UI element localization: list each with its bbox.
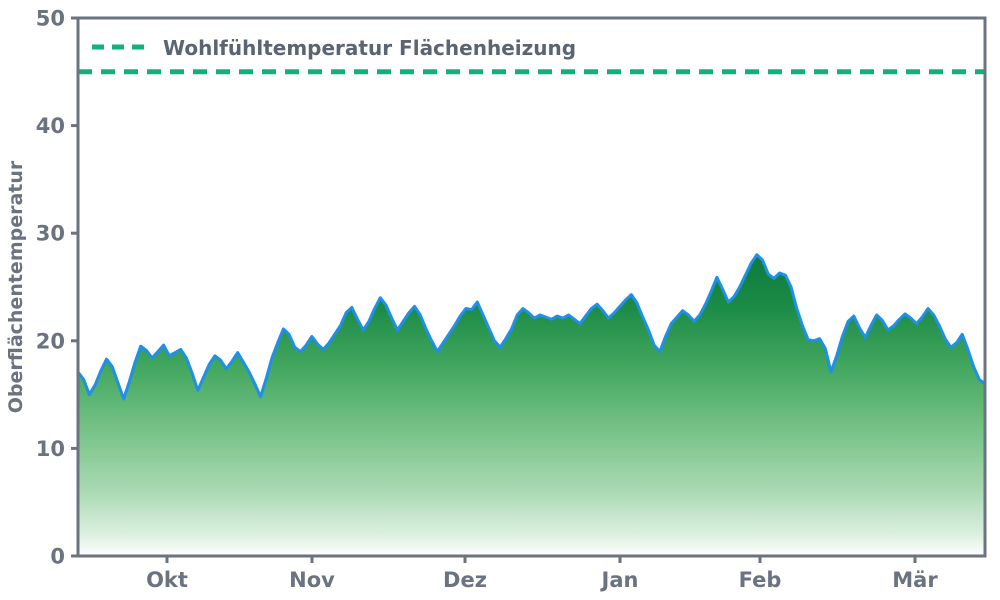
y-axis-ticks: 0 10 20 30 40 50 <box>36 7 78 569</box>
y-tick-label: 20 <box>36 329 65 353</box>
x-tick-label: Feb <box>739 568 782 592</box>
y-tick-label: 10 <box>36 437 65 461</box>
x-tick-label: Mär <box>892 568 938 592</box>
y-tick-label: 30 <box>36 222 65 246</box>
x-tick-label: Okt <box>146 568 188 592</box>
y-tick-label: 40 <box>36 114 65 138</box>
x-axis-ticks: Okt Nov Dez Jan Feb Mär <box>146 556 938 592</box>
x-tick-label: Nov <box>289 568 335 592</box>
x-tick-label: Dez <box>443 568 487 592</box>
y-axis-label: Oberflächentemperatur <box>5 160 27 413</box>
y-tick-label: 50 <box>36 7 65 31</box>
axis-spines <box>76 16 987 558</box>
temperature-area-fill <box>78 254 985 556</box>
x-tick-label: Jan <box>600 568 639 592</box>
legend-label-comfort-temperature: Wohlfühltemperatur Flächenheizung <box>163 36 576 60</box>
chart-legend: Wohlfühltemperatur Flächenheizung <box>92 36 576 60</box>
temperature-line <box>78 253 985 401</box>
y-tick-label: 0 <box>50 545 65 569</box>
